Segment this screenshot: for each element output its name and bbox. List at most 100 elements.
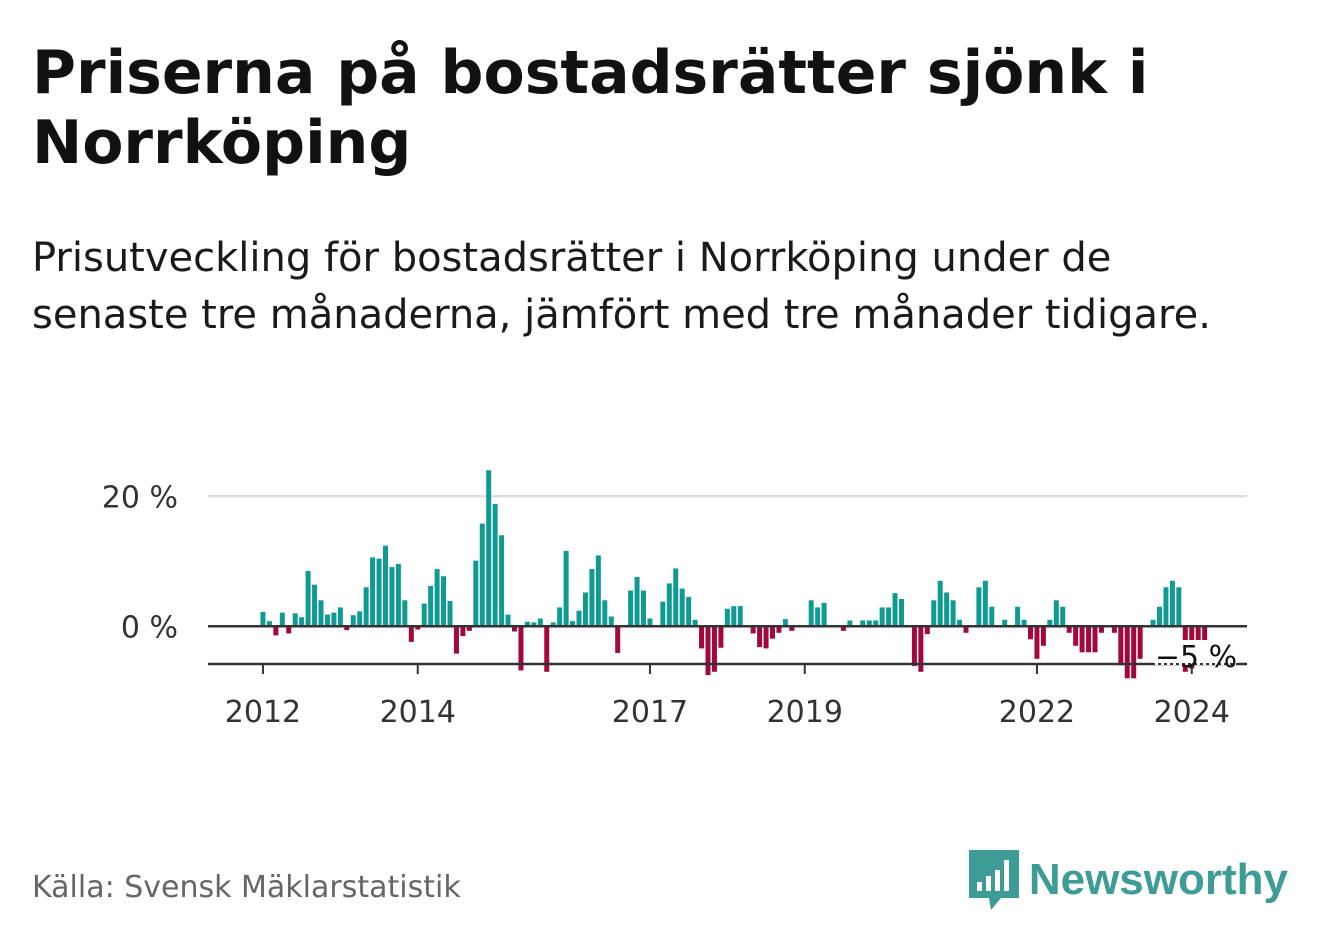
- bar: [299, 617, 305, 627]
- bar: [1015, 606, 1021, 627]
- bar: [1098, 626, 1104, 633]
- bar: [563, 550, 569, 627]
- bar: [982, 580, 988, 627]
- bar: [918, 626, 924, 672]
- y-tick-label: 0 %: [121, 610, 178, 645]
- bar: [873, 620, 879, 627]
- bar: [331, 612, 337, 627]
- bar: [957, 619, 963, 627]
- bars: [260, 470, 1208, 679]
- bar: [989, 606, 995, 627]
- bar: [389, 567, 395, 627]
- bar: [641, 590, 646, 627]
- bar: [357, 611, 363, 627]
- bar: [1150, 619, 1156, 627]
- bar: [840, 626, 846, 631]
- bar: [550, 622, 556, 627]
- x-axis-ticks: 2012 2014 2017 2019 2022 2024: [225, 664, 1230, 730]
- bar: [279, 612, 285, 627]
- bar: [312, 584, 318, 627]
- bar-chart-speech-bubble-icon: [968, 850, 1019, 910]
- bar: [686, 597, 692, 627]
- bar: [363, 587, 369, 627]
- bar: [266, 621, 272, 627]
- bar: [370, 557, 376, 627]
- x-tick-label: 2022: [999, 695, 1075, 730]
- bar: [718, 626, 724, 648]
- bar: [395, 563, 401, 627]
- bar: [950, 600, 956, 627]
- bar: [531, 622, 537, 627]
- bar: [1131, 626, 1137, 679]
- bar: [789, 626, 795, 631]
- bar: [1047, 619, 1053, 627]
- bar: [1002, 619, 1008, 627]
- bar: [770, 626, 775, 639]
- bar: [673, 568, 679, 627]
- bar: [441, 576, 447, 627]
- bar: [292, 613, 298, 627]
- bar: [324, 614, 330, 627]
- bar: [899, 598, 904, 627]
- bar: [666, 583, 672, 627]
- bar: [879, 607, 885, 627]
- bar: [815, 607, 821, 627]
- x-tick-label: 2017: [612, 695, 688, 730]
- bar: [492, 504, 498, 627]
- bar: [750, 626, 756, 634]
- source-note: Källa: Svensk Mäklarstatistik: [32, 870, 461, 905]
- bar: [692, 619, 698, 627]
- bar: [537, 618, 543, 627]
- bar: [1079, 626, 1085, 653]
- bar: [318, 600, 324, 627]
- bar: [1111, 626, 1117, 633]
- bar: [421, 603, 427, 627]
- bar: [931, 600, 937, 627]
- bar: [376, 558, 382, 627]
- bar: [1060, 606, 1066, 627]
- bar: [428, 585, 434, 627]
- bar: [479, 523, 485, 627]
- bar: [576, 610, 582, 627]
- bar: [350, 615, 356, 627]
- bar: [847, 620, 853, 627]
- bar: [628, 590, 634, 627]
- bar: [1157, 606, 1162, 627]
- x-tick-label: 2019: [767, 695, 843, 730]
- bar: [466, 626, 472, 631]
- bar: [705, 626, 711, 676]
- bar: [860, 620, 866, 627]
- bar: [518, 626, 524, 671]
- bar: [1073, 626, 1079, 646]
- bar: [944, 592, 950, 627]
- bar: [615, 626, 621, 653]
- bar: [608, 616, 614, 627]
- bar: [1163, 587, 1169, 627]
- bar: [486, 470, 492, 627]
- bar: [699, 626, 705, 649]
- bar: [1040, 626, 1046, 646]
- bar: [1066, 626, 1072, 633]
- bar: [260, 611, 266, 627]
- bar: [499, 535, 505, 627]
- bar: [408, 626, 414, 642]
- bar: [286, 626, 292, 634]
- y-axis-ticks: 20 % 0 %: [102, 480, 178, 645]
- chart-title: Priserna på bostadsrätter sjönk i Norrkö…: [32, 38, 1149, 178]
- bar: [273, 626, 279, 636]
- bar: [402, 600, 408, 627]
- bar: [892, 593, 898, 627]
- bar: [434, 569, 440, 627]
- bar: [582, 592, 588, 627]
- bar: [337, 607, 343, 627]
- bar: [763, 626, 769, 649]
- bar: [505, 614, 511, 627]
- bar: [1195, 626, 1201, 645]
- bar: [570, 621, 576, 627]
- bar: [1028, 626, 1033, 640]
- bar: [866, 620, 872, 627]
- bar: [595, 555, 601, 627]
- bar: [544, 626, 550, 672]
- bar: [305, 571, 311, 627]
- bar: [737, 606, 743, 627]
